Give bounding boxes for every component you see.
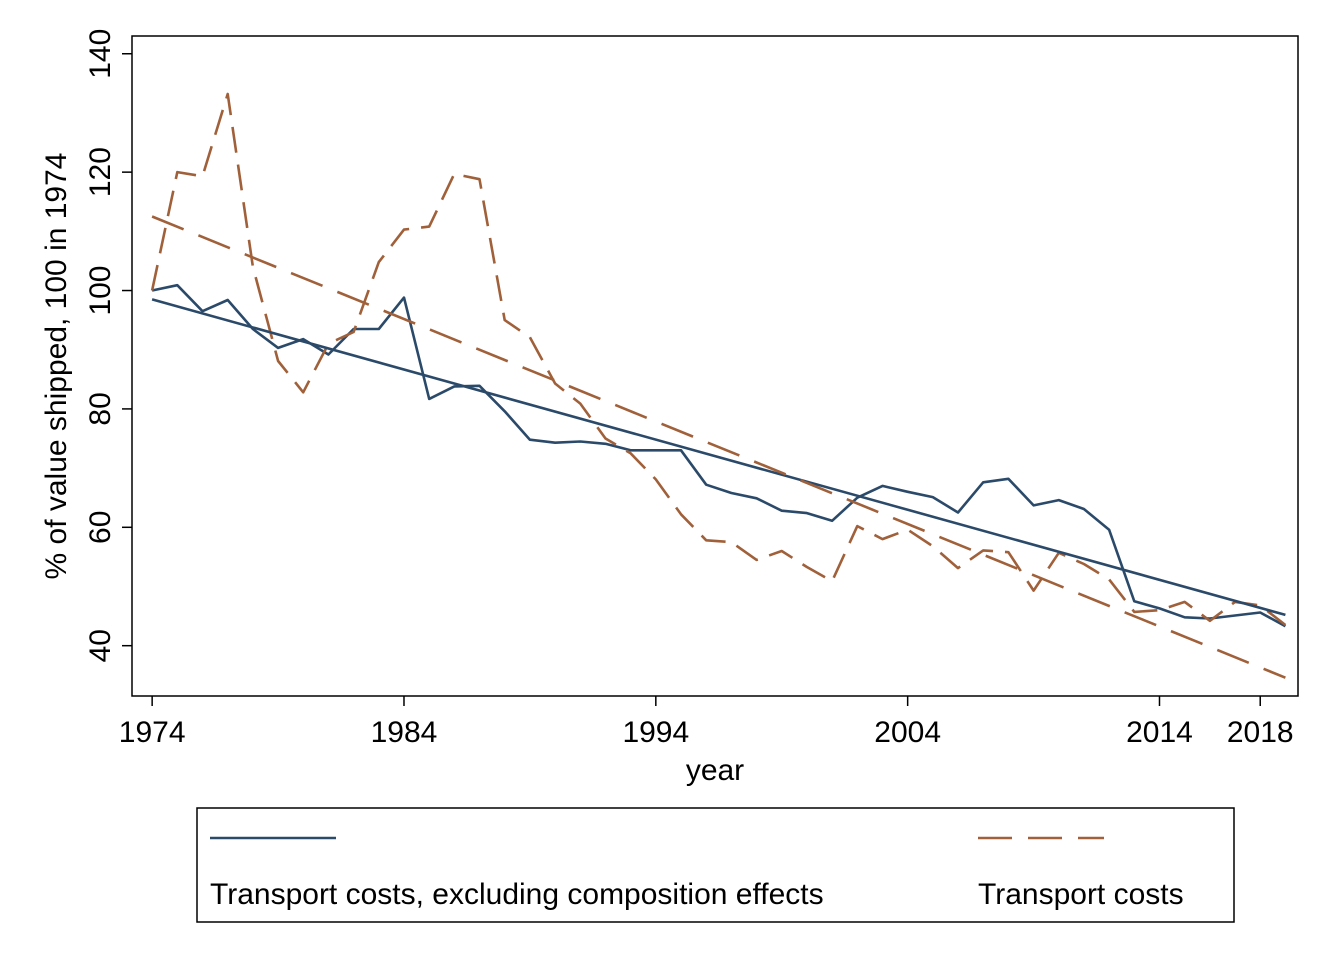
series-line-1 [150, 92, 1287, 627]
legend-box [196, 807, 1235, 923]
x-axis: 1974 1984 1994 2004 2014 2018 [119, 696, 1294, 749]
y-tick-label: 140 [84, 29, 117, 79]
fit-line-2 [151, 298, 1286, 617]
x-tick-label: 1994 [622, 716, 689, 749]
fit-line-3 [151, 215, 1286, 679]
y-tick-label: 120 [84, 147, 117, 197]
series-line-0 [151, 283, 1287, 628]
plot-frame [131, 35, 1299, 697]
x-tick-label: 1984 [371, 716, 438, 749]
y-axis: 40 60 80 100 120 140 [84, 29, 132, 662]
series-layer [150, 92, 1287, 679]
x-tick-label: 2018 [1227, 716, 1294, 749]
legend-label: Transport costs [978, 878, 1184, 911]
y-axis-label: % of value shipped, 100 in 1974 [40, 153, 73, 580]
legend: Transport costs, excluding composition e… [210, 836, 1184, 911]
x-axis-label: year [686, 754, 744, 787]
x-tick-label: 1974 [119, 716, 186, 749]
legend-label: Transport costs, excluding composition e… [210, 878, 824, 911]
y-tick-label: 40 [84, 629, 117, 662]
y-tick-label: 100 [84, 265, 117, 315]
y-tick-label: 80 [84, 392, 117, 425]
y-tick-label: 60 [84, 511, 117, 544]
x-tick-label: 2014 [1126, 716, 1193, 749]
x-tick-label: 2004 [874, 716, 941, 749]
